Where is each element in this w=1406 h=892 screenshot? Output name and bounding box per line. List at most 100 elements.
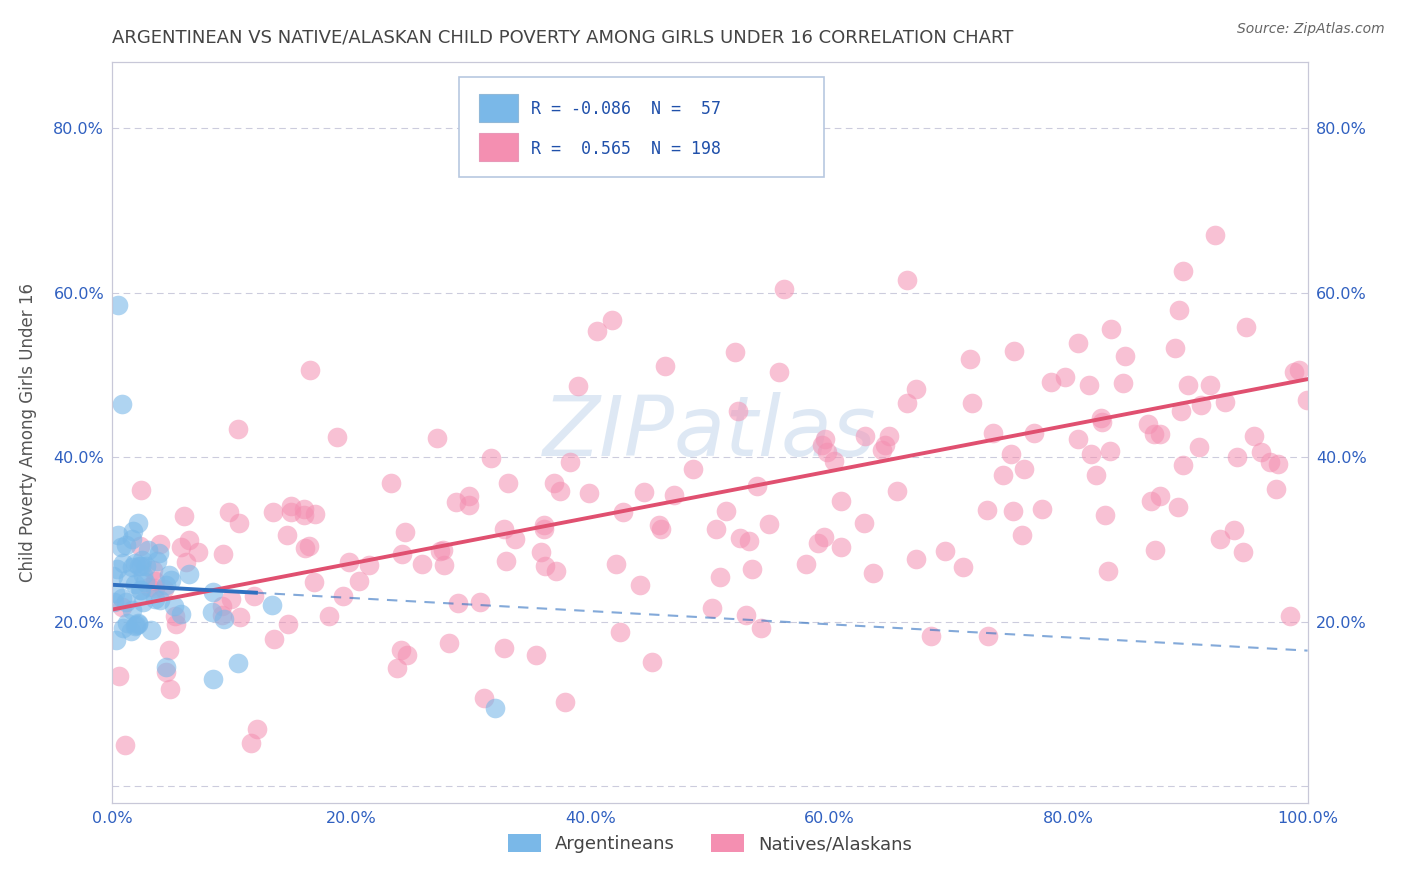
Point	[470, 595, 492, 609]
Point	[724, 345, 747, 359]
Point	[276, 528, 298, 542]
Text: Source: ZipAtlas.com: Source: ZipAtlas.com	[1237, 22, 1385, 37]
Point	[165, 609, 187, 624]
Point	[1258, 455, 1281, 469]
Point	[121, 524, 143, 538]
Point	[533, 522, 555, 536]
Point	[650, 522, 672, 536]
Point	[682, 461, 704, 475]
Point	[853, 516, 876, 530]
Point	[187, 545, 209, 559]
Point	[612, 505, 634, 519]
Point	[111, 397, 134, 411]
Point	[347, 574, 370, 588]
Point	[886, 484, 908, 499]
Point	[121, 603, 143, 617]
Point	[129, 483, 152, 497]
Point	[529, 545, 551, 559]
Point	[905, 382, 928, 396]
Point	[1288, 363, 1310, 377]
Point	[807, 536, 830, 550]
Point	[389, 642, 412, 657]
Point	[129, 558, 152, 573]
Point	[830, 493, 852, 508]
FancyBboxPatch shape	[479, 133, 517, 161]
Point	[745, 479, 768, 493]
Point	[1177, 377, 1199, 392]
Point	[772, 282, 794, 296]
Point	[503, 532, 526, 546]
Point	[458, 498, 481, 512]
Point	[1222, 523, 1244, 537]
Point	[548, 484, 571, 499]
Point	[1149, 426, 1171, 441]
Point	[1140, 494, 1163, 508]
Point	[433, 558, 456, 573]
Point	[110, 541, 132, 555]
Point	[1188, 440, 1211, 454]
Point	[132, 567, 155, 582]
Point	[226, 422, 249, 436]
Point	[212, 547, 235, 561]
Point	[1295, 392, 1317, 407]
Point	[143, 591, 166, 606]
Point	[107, 527, 129, 541]
Point	[337, 555, 360, 569]
Point	[115, 615, 138, 630]
Point	[654, 359, 676, 373]
Point	[155, 659, 177, 673]
Point	[149, 593, 172, 607]
Point	[111, 599, 134, 614]
Point	[292, 501, 315, 516]
Point	[959, 351, 981, 366]
Point	[749, 621, 772, 635]
Point	[124, 556, 146, 570]
Point	[108, 669, 131, 683]
FancyBboxPatch shape	[479, 94, 517, 121]
Point	[169, 607, 191, 621]
Point	[768, 365, 790, 379]
Point	[117, 572, 139, 586]
Point	[533, 517, 555, 532]
Point	[830, 540, 852, 554]
Point	[704, 522, 727, 536]
Point	[896, 273, 918, 287]
Point	[138, 580, 160, 594]
Point	[437, 636, 460, 650]
Point	[533, 558, 555, 573]
Point	[111, 621, 134, 635]
Point	[1091, 415, 1114, 429]
Point	[262, 598, 284, 612]
Point	[326, 429, 349, 443]
Point	[1031, 502, 1053, 516]
Point	[280, 500, 302, 514]
Point	[633, 484, 655, 499]
Point	[728, 531, 751, 545]
Y-axis label: Child Poverty Among Girls Under 16: Child Poverty Among Girls Under 16	[18, 283, 37, 582]
Point	[139, 624, 162, 638]
Point	[277, 616, 299, 631]
Point	[111, 591, 134, 605]
Point	[218, 505, 240, 519]
Point	[796, 557, 818, 571]
Point	[1209, 533, 1232, 547]
Point	[727, 404, 749, 418]
Point	[1278, 609, 1301, 624]
Point	[1053, 369, 1076, 384]
Point	[124, 577, 146, 591]
Point	[157, 643, 180, 657]
Point	[600, 313, 623, 327]
Point	[823, 454, 845, 468]
Point	[131, 553, 153, 567]
Point	[741, 562, 763, 576]
Point	[177, 567, 200, 582]
Point	[131, 582, 153, 597]
Point	[143, 581, 166, 595]
Point	[1011, 528, 1033, 542]
Point	[146, 554, 169, 568]
Point	[132, 595, 155, 609]
Point	[391, 548, 413, 562]
Point	[1114, 350, 1136, 364]
Point	[484, 701, 506, 715]
Point	[896, 396, 918, 410]
